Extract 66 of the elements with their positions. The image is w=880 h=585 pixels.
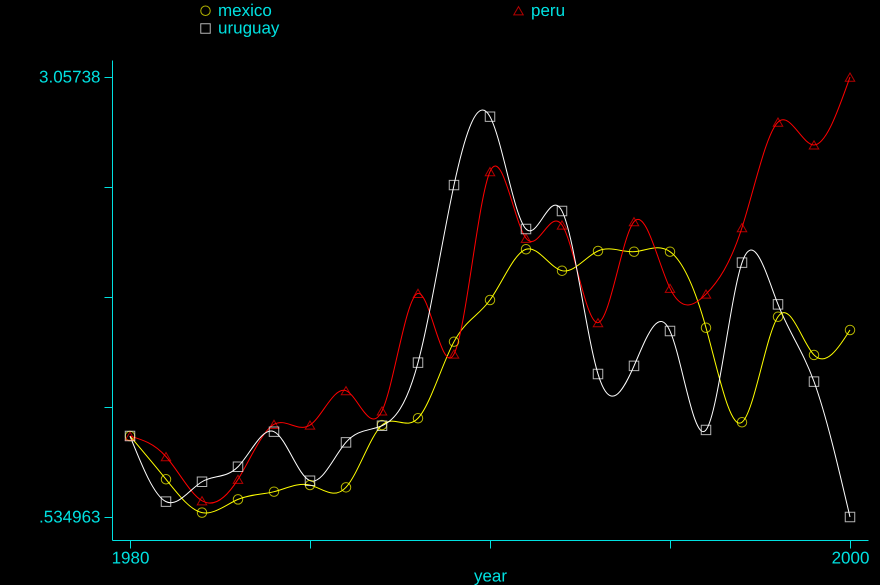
point [628,360,640,372]
point [160,474,172,485]
point [160,496,172,507]
point [844,324,856,336]
point [700,289,712,299]
legend-label: uruguay [218,18,280,38]
point [556,220,568,230]
point [844,512,856,522]
point [628,217,640,226]
point [772,299,784,310]
point [700,322,712,333]
point [520,244,532,254]
point [592,318,604,328]
point [196,507,208,518]
point [700,424,712,436]
point [268,420,280,429]
y-tick-label: 3.05738 [39,68,100,87]
legend-label: peru [531,0,566,20]
point [412,357,424,368]
point [664,246,676,257]
point [340,386,352,396]
point [520,224,532,234]
point [268,426,280,437]
point [772,117,784,127]
point [448,336,460,347]
legend-label: mexico [218,0,272,20]
x-tick-label: 2000 [832,548,870,568]
point [664,326,676,336]
point [736,417,748,428]
point [196,496,208,506]
x-tick-label: 1980 [112,548,150,568]
point [232,474,244,484]
point [556,206,568,216]
point [556,265,568,276]
point [232,494,244,505]
point [448,180,460,190]
point [592,368,604,380]
point [304,480,316,490]
point [808,376,820,387]
point [772,312,784,322]
point [304,475,316,486]
point [340,482,352,493]
point [520,234,532,243]
point [412,288,424,298]
point [196,476,208,487]
point [160,452,172,462]
point [484,111,496,122]
point [304,420,316,430]
point [448,349,460,359]
point [268,486,280,497]
point [808,140,820,150]
point [232,462,244,472]
point [484,167,496,176]
point [664,284,676,293]
point [412,413,424,424]
point [592,246,604,256]
x-axis-title: year [474,566,508,585]
point [340,437,352,448]
point [736,257,748,268]
point [376,406,388,416]
point [484,294,496,306]
point [628,246,640,257]
point [808,350,820,360]
point [844,72,856,82]
y-tick-label: .534963 [39,507,100,526]
point [736,223,748,232]
